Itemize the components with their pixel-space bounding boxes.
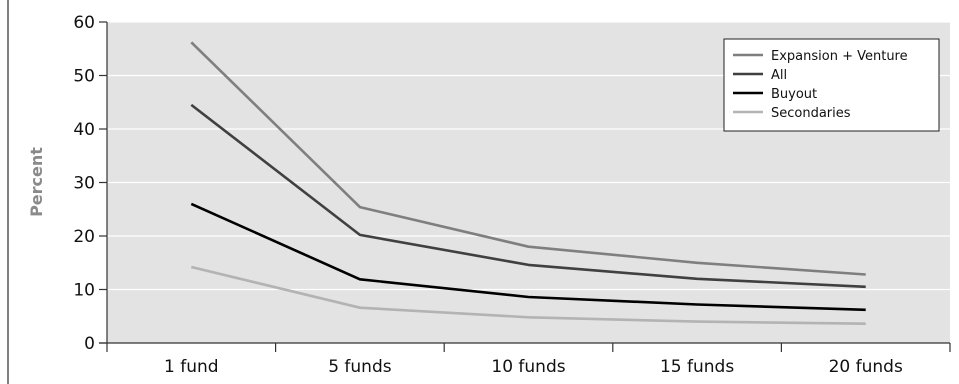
legend-label: All xyxy=(771,68,787,83)
series-line xyxy=(190,103,866,289)
y-tick-label: 0 xyxy=(84,334,95,354)
y-axis-title: Percent xyxy=(27,147,46,217)
x-tick-label: 15 funds xyxy=(660,357,734,377)
x-tick-label: 1 fund xyxy=(164,357,219,377)
legend-label: Secondaries xyxy=(771,106,851,121)
legend: Expansion + Venture All Buyout Secondaries xyxy=(723,38,940,132)
x-tick-label: 5 funds xyxy=(328,357,392,377)
y-tick-label: 10 xyxy=(73,281,95,301)
y-tick-label: 40 xyxy=(73,120,95,140)
legend-label: Expansion + Venture xyxy=(771,49,908,64)
series-line xyxy=(190,265,866,325)
legend-label: Buyout xyxy=(771,87,817,102)
y-tick-label: 50 xyxy=(73,67,95,87)
x-tick-label: 20 funds xyxy=(829,357,903,377)
y-axis-ticks: 0 10 20 30 40 50 60 xyxy=(73,13,107,354)
y-tick-label: 30 xyxy=(73,174,95,194)
series-line xyxy=(190,202,866,312)
series-line xyxy=(190,41,866,276)
x-tick-label: 10 funds xyxy=(491,357,565,377)
x-axis-ticks: 1 fund 5 funds 10 funds 15 funds 20 funds xyxy=(106,343,951,377)
series-lines xyxy=(190,41,866,325)
y-tick-label: 60 xyxy=(73,13,95,33)
y-tick-label: 20 xyxy=(73,227,95,247)
